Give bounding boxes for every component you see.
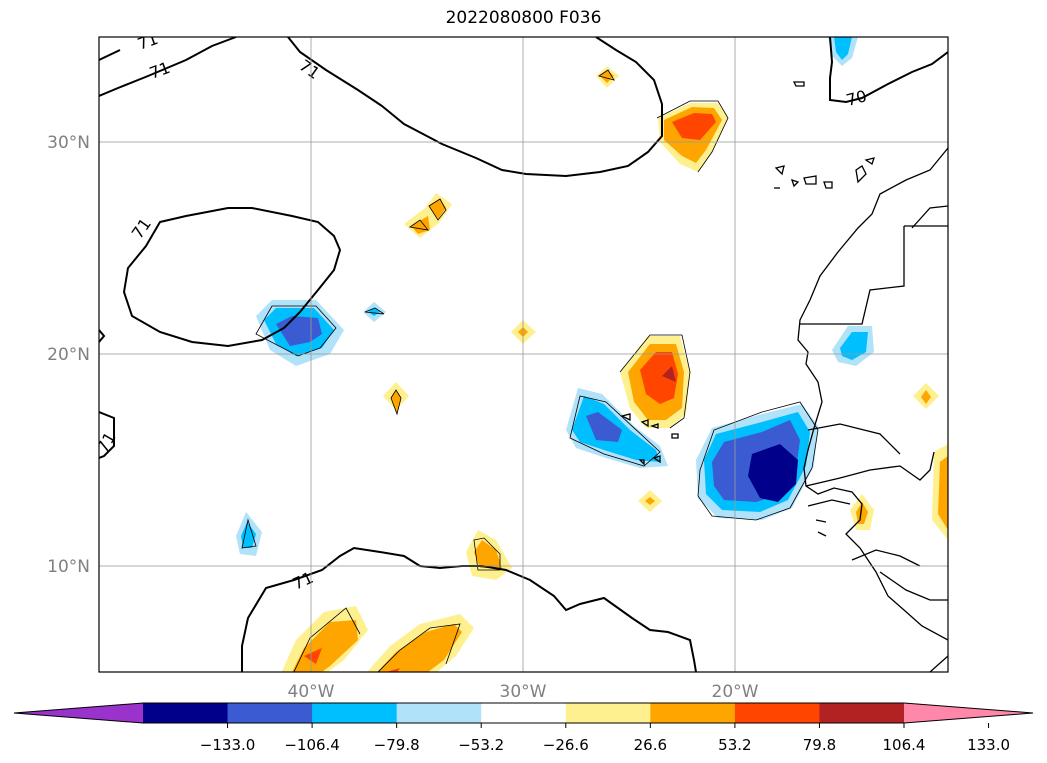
cold-blob-north-edge (828, 37, 858, 66)
colorbar-tick-label: −26.6 (543, 736, 589, 754)
lon-tick-label: 30°W (500, 682, 547, 702)
lat-tick-label: 10°N (47, 557, 90, 577)
lat-tick-label: 30°N (47, 133, 90, 153)
warm-blobs-south (281, 606, 474, 672)
warm-blob-north (656, 100, 729, 173)
cold-spot-11n (236, 512, 262, 556)
warm-blob-cape-verde (619, 334, 691, 429)
colorbar-extend-min (14, 703, 143, 723)
colorbar (13, 702, 1034, 724)
gridlines (99, 37, 948, 672)
colorbar-segment (227, 703, 313, 723)
colorbar-tick-label: 26.6 (634, 736, 667, 754)
colorbar-segment (312, 703, 398, 723)
colorbar-segment (481, 703, 567, 723)
warm-spot-33n (596, 66, 619, 88)
cold-blob-morocco (832, 326, 874, 366)
coastlines (620, 81, 948, 672)
colorbar-tick-label: 79.8 (803, 736, 836, 754)
colorbar-tick-label: 106.4 (883, 736, 926, 754)
plot-frame (98, 36, 949, 673)
colorbar-tick-label: 53.2 (718, 736, 751, 754)
colorbar-tick-label: 133.0 (967, 736, 1010, 754)
contour-label: 70 (844, 86, 869, 110)
colorbar-segment (396, 703, 482, 723)
map-title: 2022080800 F036 (445, 8, 602, 28)
colorbar-outline (13, 702, 1034, 724)
colorbar-segment (143, 703, 229, 723)
lon-tick-label: 20°W (712, 682, 759, 702)
warm-pair-26n (404, 193, 452, 238)
colorbar-tick-label: −79.8 (374, 736, 420, 754)
colorbar-segment (819, 703, 905, 723)
colorbar-tick-label: −133.0 (200, 736, 256, 754)
cold-blob-senegal (696, 401, 819, 521)
colorbar-segment (565, 703, 651, 723)
cold-blob-21n (255, 300, 344, 366)
lon-tick-label: 40°W (288, 682, 335, 702)
colorbar-segment (734, 703, 820, 723)
lat-tick-label: 20°N (47, 345, 90, 365)
colorbar-extend-max (904, 703, 1033, 723)
colorbar-tick-label: −106.4 (284, 736, 340, 754)
colorbar-tick-label: −53.2 (458, 736, 504, 754)
cold-blob-16n (566, 388, 668, 468)
colorbar-tick-labels: −133.0 −106.4 −79.8 −53.2 −26.6 26.6 53.2 79.8 1… (200, 723, 1010, 754)
warm-blob-east-edge (850, 444, 948, 540)
colorbar-segment (650, 703, 736, 723)
